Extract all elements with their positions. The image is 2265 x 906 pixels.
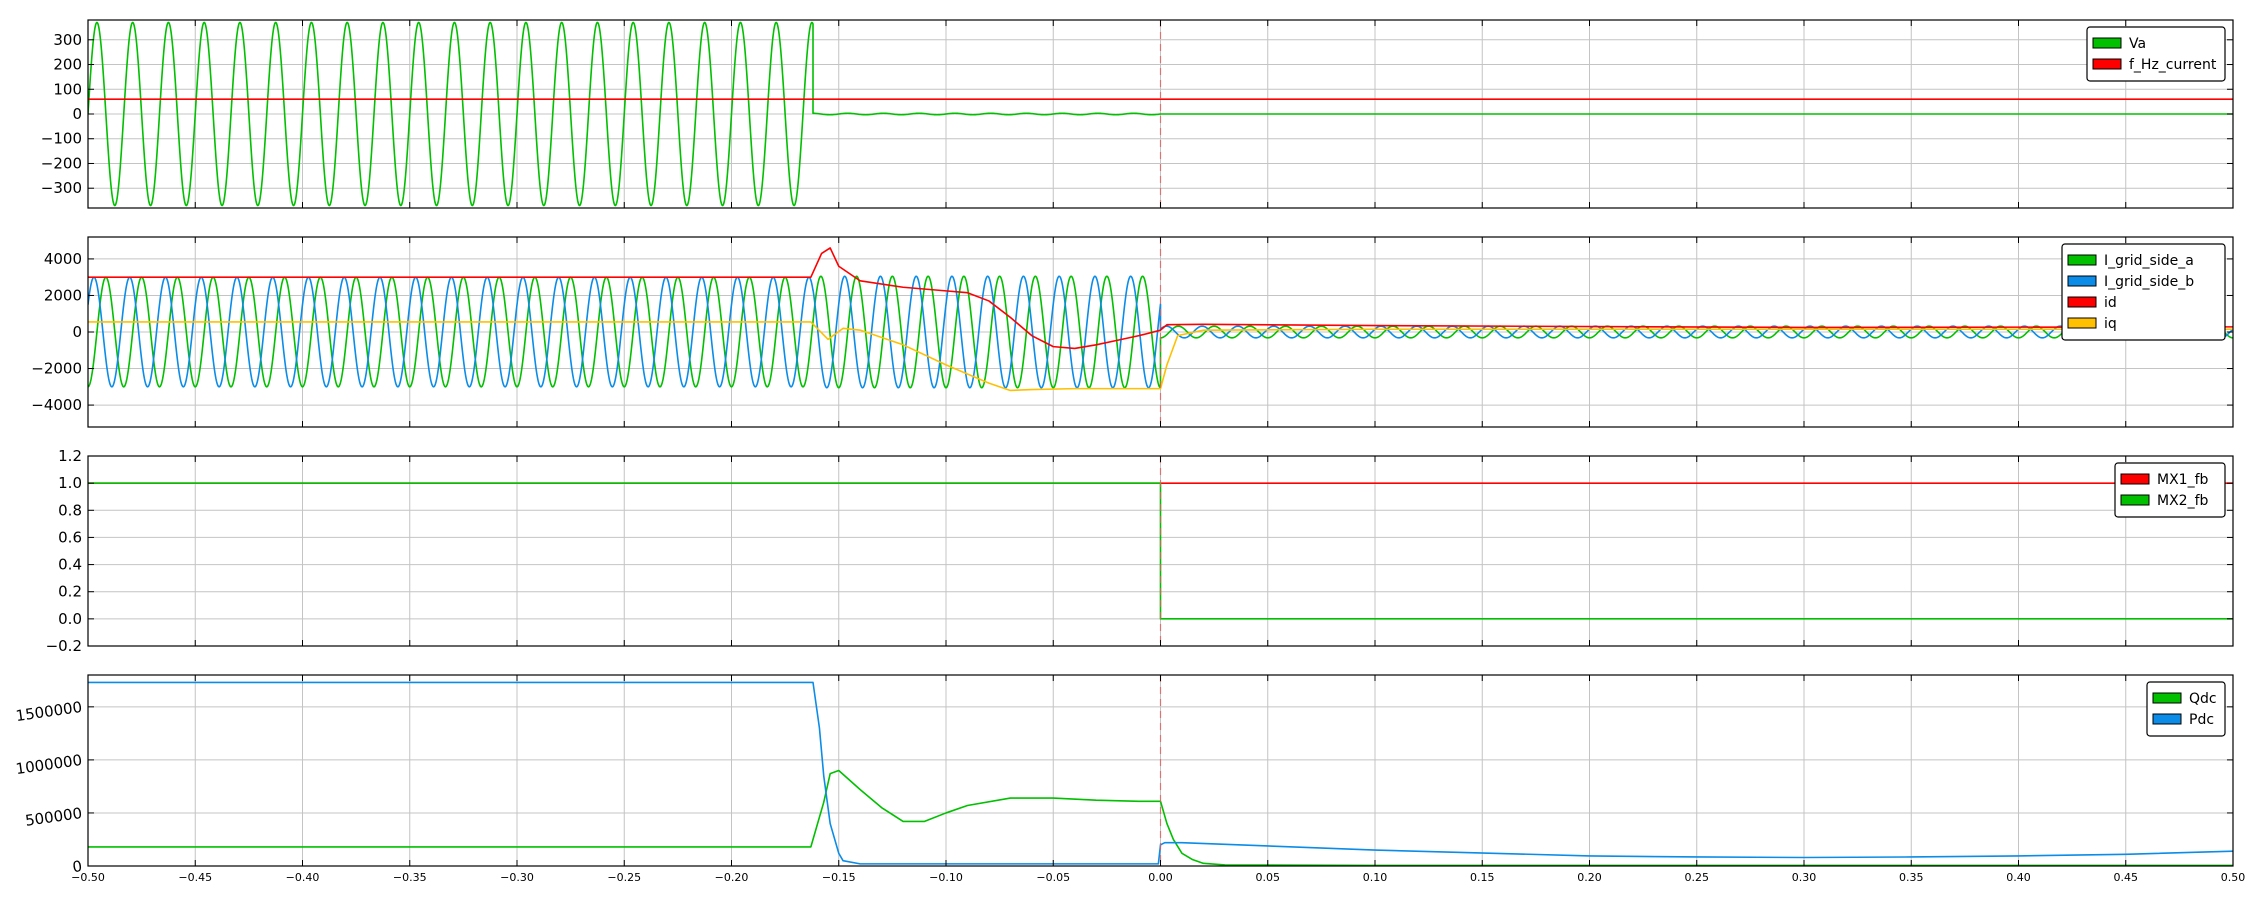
legend-label-iq: iq [2104, 316, 2117, 332]
subplot-3: 1.2 1.0 0.8 0.6 0.4 0.2 0.0 −0.2 MX1_fb MX2_fb [46, 447, 2234, 655]
legend-swatch-f_Hz_current [2092, 58, 2122, 70]
y-tick-label: −300 [41, 179, 82, 197]
x-tick-label: −0.40 [286, 871, 320, 884]
series-line-MX2_fb [88, 482, 2233, 620]
y-tick-label: 0.8 [58, 501, 82, 519]
x-tick-label: 0.25 [1685, 871, 1710, 884]
y-tick-label: −100 [41, 130, 82, 148]
y-tick-label: 300 [53, 31, 82, 49]
y-tick-label: 0.2 [58, 583, 82, 601]
x-tick-label: −0.20 [715, 871, 749, 884]
legend-label-MX1_fb: MX1_fb [2157, 472, 2209, 488]
subplot-4: 1500000 1000000 500000 0 Qdc Pdc [15, 674, 2234, 876]
x-tick-label: −0.15 [822, 871, 856, 884]
y-tick-label: −0.2 [46, 637, 82, 655]
legend-label-I_grid_side_a: I_grid_side_a [2104, 253, 2194, 269]
legend-swatch-iq [2067, 317, 2097, 329]
series-line-Qdc [88, 769, 2233, 866]
x-tick-label: 0.05 [1256, 871, 1281, 884]
legend-label-Pdc: Pdc [2189, 712, 2214, 728]
y-tick-label: 0 [72, 323, 82, 341]
x-tick-label: −0.45 [178, 871, 212, 884]
legend-swatch-Pdc [2152, 713, 2182, 725]
legend-label-f_Hz_current: f_Hz_current [2129, 57, 2217, 73]
legend-swatch-I_grid_side_b [2067, 275, 2097, 287]
x-tick-label: −0.30 [500, 871, 534, 884]
legend-label-id: id [2104, 295, 2117, 311]
y-tick-label: 0.4 [58, 556, 82, 574]
x-tick-label: −0.05 [1036, 871, 1070, 884]
legend-label-Va: Va [2129, 36, 2146, 52]
x-tick-label: 0.15 [1470, 871, 1495, 884]
legend-swatch-I_grid_side_a [2067, 254, 2097, 266]
series-line-Va [88, 21, 2233, 207]
legend: Qdc Pdc [2146, 681, 2226, 737]
series-group [88, 21, 2233, 207]
y-tick-label: 0.6 [58, 528, 82, 546]
y-tick-label: −2000 [31, 360, 82, 378]
legend-swatch-Va [2092, 37, 2122, 49]
y-tick-label: 1.2 [58, 447, 82, 465]
legend: Va f_Hz_current [2086, 26, 2226, 82]
legend: I_grid_side_a I_grid_side_bid iq [2061, 243, 2226, 341]
y-tick-label: 1000000 [15, 751, 84, 778]
y-tick-label: 200 [53, 56, 82, 74]
legend-label-MX2_fb: MX2_fb [2157, 493, 2209, 509]
y-tick-label: 0 [72, 105, 82, 123]
subplot-1: 300 200 100 0 −100 −200 −300 Va f_Hz_current [41, 19, 2234, 209]
x-tick-label: 0.45 [2114, 871, 2139, 884]
legend: MX1_fb MX2_fb [2114, 462, 2226, 518]
y-tick-label: 1.0 [58, 474, 82, 492]
legend-swatch-Qdc [2152, 692, 2182, 704]
legend-label-Qdc: Qdc [2189, 691, 2217, 707]
legend-frame [2061, 243, 2226, 341]
x-tick-label: 0.00 [1148, 871, 1173, 884]
legend-swatch-MX1_fb [2120, 473, 2150, 485]
x-tick-label: 0.40 [2006, 871, 2031, 884]
legend-swatch-MX2_fb [2120, 494, 2150, 506]
x-tick-label: 0.10 [1363, 871, 1388, 884]
x-tick-label: −0.25 [607, 871, 641, 884]
legend-swatch-id [2067, 296, 2097, 308]
subplot-2: 400020000−2000−4000I_grid_side_aI_grid_s… [31, 236, 2234, 428]
y-tick-label: 1500000 [15, 698, 84, 725]
x-tick-label: −0.10 [929, 871, 963, 884]
series-line-iq [88, 321, 2233, 392]
x-tick-label: 0.20 [1577, 871, 1602, 884]
y-tick-label: 500000 [24, 804, 83, 830]
y-tick-label: 0 [71, 857, 83, 876]
x-tick-label: 0.30 [1792, 871, 1817, 884]
y-tick-label: 2000 [44, 286, 82, 304]
y-tick-label: −200 [41, 154, 82, 172]
y-tick-label: 100 [53, 80, 82, 98]
y-tick-label: 0.0 [58, 610, 82, 628]
x-tick-label: −0.50 [71, 871, 105, 884]
y-tick-label: −4000 [31, 396, 82, 414]
series-line-id [88, 247, 2233, 350]
x-tick-label: 0.35 [1899, 871, 1924, 884]
x-tick-label: −0.35 [393, 871, 427, 884]
x-tick-label: 0.50 [2221, 871, 2246, 884]
legend-label-I_grid_side_b: I_grid_side_b [2104, 274, 2194, 290]
y-tick-label: 4000 [44, 250, 82, 268]
